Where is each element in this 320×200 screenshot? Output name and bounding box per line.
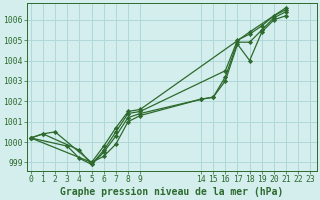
X-axis label: Graphe pression niveau de la mer (hPa): Graphe pression niveau de la mer (hPa) [60,186,284,197]
